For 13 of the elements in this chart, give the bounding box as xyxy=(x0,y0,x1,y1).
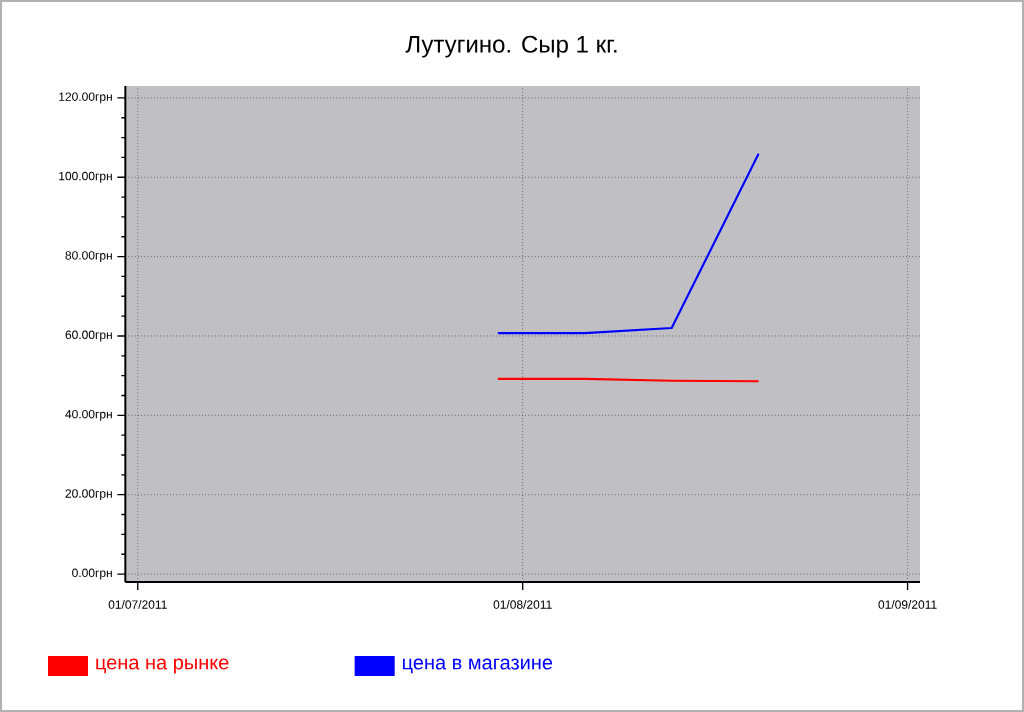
x-tick-label: 01/09/2011 xyxy=(878,600,937,609)
x-tick-label: 01/08/2011 xyxy=(493,600,552,609)
y-tick-label: 80.00грн xyxy=(65,251,112,263)
y-tick-label: 120.00грн xyxy=(59,92,112,104)
x-tick-label: 01/07/2011 xyxy=(108,600,167,609)
legend-label: цена в магазине xyxy=(402,658,553,674)
legend-label: цена на рынке xyxy=(96,658,229,674)
y-tick-label: 0.00грн xyxy=(72,568,112,580)
y-tick-label: 100.00грн xyxy=(59,171,112,183)
y-tick-label: 60.00грн xyxy=(65,330,112,342)
y-tick-label: 40.00грн xyxy=(65,409,112,421)
chart-title: Лутугино. Сыр 1 кг. xyxy=(405,35,617,58)
y-tick-label: 20.00грн xyxy=(65,489,112,501)
